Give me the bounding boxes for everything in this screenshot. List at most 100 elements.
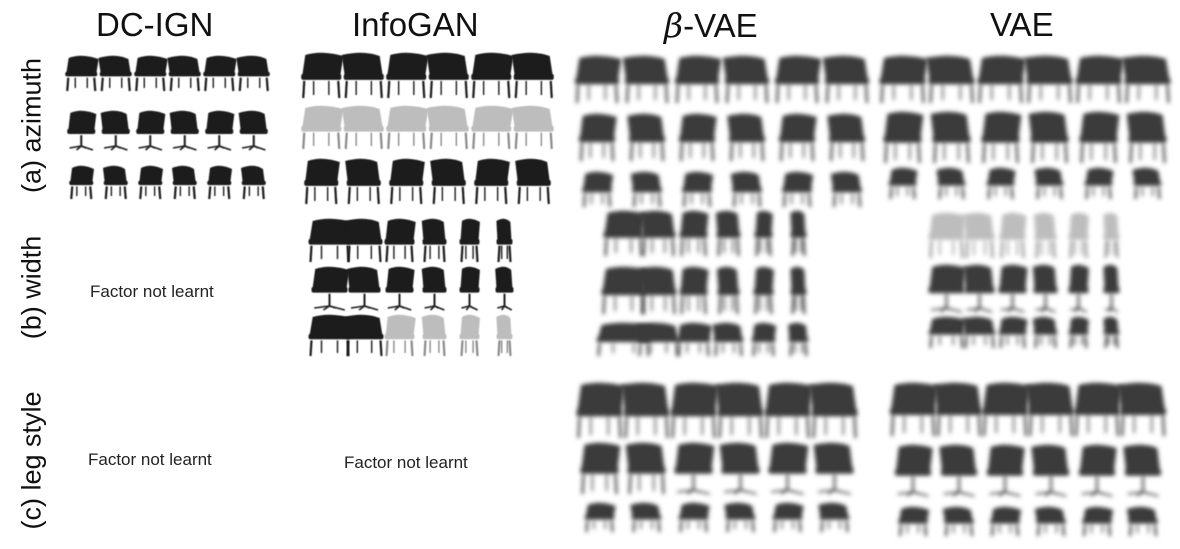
chair-leg (344, 80, 348, 99)
chair-seat (134, 71, 167, 77)
chair-back (511, 105, 553, 128)
chair-back (390, 158, 425, 182)
chair-back (983, 382, 1031, 411)
chair-seat (385, 286, 414, 293)
chair-leg (579, 143, 584, 162)
chair-leg (350, 305, 365, 309)
chair-seat (386, 73, 427, 80)
chair-back (387, 52, 429, 76)
chair-thumbnail (898, 506, 930, 537)
chair-leg (1000, 307, 1013, 311)
chair-leg (248, 145, 255, 151)
chair-back (773, 502, 804, 518)
chair-leg (629, 143, 634, 162)
chair-back (460, 266, 480, 289)
chair-leg (966, 143, 970, 164)
chair-seat (981, 136, 1020, 143)
chair-leg (169, 77, 173, 92)
chair-leg (66, 77, 70, 92)
chair-leg (1080, 143, 1084, 164)
chair-leg (1070, 307, 1079, 311)
chair-thumbnail (930, 111, 971, 164)
chair-seat (998, 286, 1027, 294)
chair-seat (928, 286, 965, 294)
chair-thumbnail (622, 55, 669, 104)
chair-back (1069, 316, 1089, 333)
chair-leg (309, 340, 313, 357)
chair-leg (265, 77, 269, 92)
chair-back (206, 110, 235, 131)
chair-leg (1045, 307, 1056, 313)
chair-back (137, 110, 166, 131)
chair-leg (385, 245, 389, 263)
chair-leg (725, 85, 730, 104)
chair-back (769, 442, 809, 470)
chair-thumbnail (1079, 444, 1117, 497)
chair-thumbnail (240, 165, 266, 200)
chair-back (899, 506, 930, 522)
chair-leg (76, 145, 82, 151)
chair-seat (422, 238, 447, 245)
chair-back (999, 264, 1028, 289)
chair-leg (585, 520, 589, 533)
chair-leg (1040, 307, 1047, 313)
chair-back (472, 105, 514, 128)
chair-seat (1074, 408, 1120, 416)
chair-leg (677, 489, 694, 493)
chair-back (1123, 444, 1160, 472)
chair-back (933, 382, 981, 411)
chair-leg (184, 145, 197, 151)
chair-leg (1034, 336, 1038, 349)
chair-thumbnail (1103, 316, 1120, 349)
chair-back (426, 105, 468, 128)
chair-back (302, 52, 344, 76)
chair-seat (772, 515, 803, 520)
chair-seat (1026, 77, 1073, 85)
chair-thumbnail (1117, 382, 1166, 437)
chair-seat (1068, 330, 1089, 335)
chair-back (963, 264, 994, 289)
chair-leg (517, 186, 521, 205)
chair-thumbnail (1084, 167, 1114, 200)
chair-thumbnail (1082, 506, 1114, 537)
chair-back (1080, 111, 1120, 139)
chair-leg (675, 343, 679, 357)
chair-leg (760, 143, 765, 162)
chair-leg (123, 186, 127, 200)
chair-back (1080, 444, 1117, 472)
chair-leg (860, 143, 865, 162)
chair-back (891, 382, 939, 411)
chair-leg (614, 474, 618, 495)
chair-leg (733, 489, 741, 495)
chair-thumbnail (630, 171, 662, 208)
chair-seat (932, 136, 971, 143)
chair-leg (779, 143, 784, 162)
chair-back (1031, 444, 1068, 472)
chair-thumbnail (999, 212, 1027, 259)
chair-back (515, 158, 550, 182)
chair-back (496, 314, 512, 336)
chair-leg (1074, 415, 1079, 437)
chair-leg (807, 193, 812, 208)
chair-leg (387, 132, 391, 150)
chair-thumbnail (933, 382, 982, 437)
chair-thumbnail (928, 212, 967, 259)
chair-leg (1069, 336, 1073, 349)
chair-back (204, 55, 237, 74)
chair-seat (829, 135, 865, 143)
chair-leg (624, 417, 628, 439)
chair-leg (987, 187, 991, 200)
chair-leg (682, 193, 687, 208)
chair-leg (740, 489, 757, 495)
chair-leg (1035, 491, 1052, 495)
chair-leg (1111, 307, 1119, 313)
column-header-dcign: DC-IGN (96, 6, 213, 44)
chair-leg (472, 80, 476, 99)
chair-seat (898, 519, 928, 524)
chair-leg (773, 520, 777, 533)
chair-leg (1015, 143, 1019, 164)
chair-thumbnail (779, 113, 817, 162)
chair-seat (895, 469, 931, 476)
chair-leg (461, 186, 465, 205)
chair-back (475, 158, 510, 182)
